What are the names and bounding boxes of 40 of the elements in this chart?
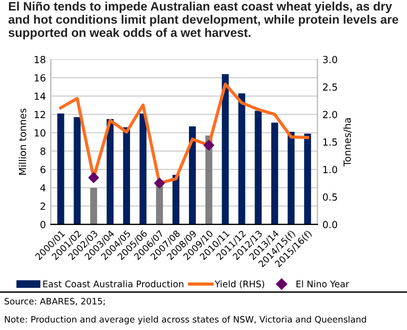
chart-title: El Niño tends to impede Australian east coast wheat yields, as dry and hot conditions limit plant development, while protein levels are supported on weak odds of a wet harvest. xyxy=(8,2,398,40)
y-tick-label: 2 xyxy=(40,202,46,210)
text: Note: Production and average yield across states of NSW, Victoria and Queensland xyxy=(4,316,366,324)
source-note: Source: ABARES, 2015; xyxy=(4,298,105,306)
bar xyxy=(288,132,295,224)
y2-tick-label: 0.0 xyxy=(322,220,338,228)
legend-label: El Nino Year xyxy=(296,280,350,288)
bar xyxy=(74,117,81,224)
bar xyxy=(254,110,262,224)
y2-tick-label: 1.5 xyxy=(323,138,337,146)
y-tick-label: 4 xyxy=(40,184,46,192)
bar xyxy=(90,188,98,224)
bar xyxy=(172,174,180,224)
bar xyxy=(140,113,146,224)
bar xyxy=(222,74,229,224)
y-tick-label: 6 xyxy=(40,166,46,174)
legend-label: Yield (RHS) xyxy=(214,280,264,288)
y-tick-label: 8 xyxy=(40,148,46,155)
bar xyxy=(123,127,130,224)
y2-tick-label: 0.5 xyxy=(322,193,337,201)
y-tick-label: 16 xyxy=(34,74,46,82)
bar xyxy=(271,122,278,224)
bar xyxy=(304,134,312,224)
y-tick-label: 10 xyxy=(34,129,46,137)
y2-tick-label: 3.0 xyxy=(323,56,338,64)
bar xyxy=(106,118,114,224)
y-tick-label: 12 xyxy=(34,110,46,118)
y-tick-label: 18 xyxy=(34,56,46,64)
legend-label: East Coast Australia Production xyxy=(43,280,184,288)
y2-tick-label: 2.0 xyxy=(323,110,338,118)
bar xyxy=(57,113,64,224)
y-tick-label: 14 xyxy=(34,92,46,100)
bar xyxy=(188,126,196,224)
y2-tick-label: 1.0 xyxy=(323,166,338,174)
bar xyxy=(238,93,246,224)
y-tick-label: 0 xyxy=(40,220,46,228)
y-axis-title: Million tonnes xyxy=(18,108,26,175)
y2-tick-label: 2.5 xyxy=(323,83,337,91)
y2-axis-title: Tonnes/ha xyxy=(343,118,352,166)
bar xyxy=(156,184,163,224)
